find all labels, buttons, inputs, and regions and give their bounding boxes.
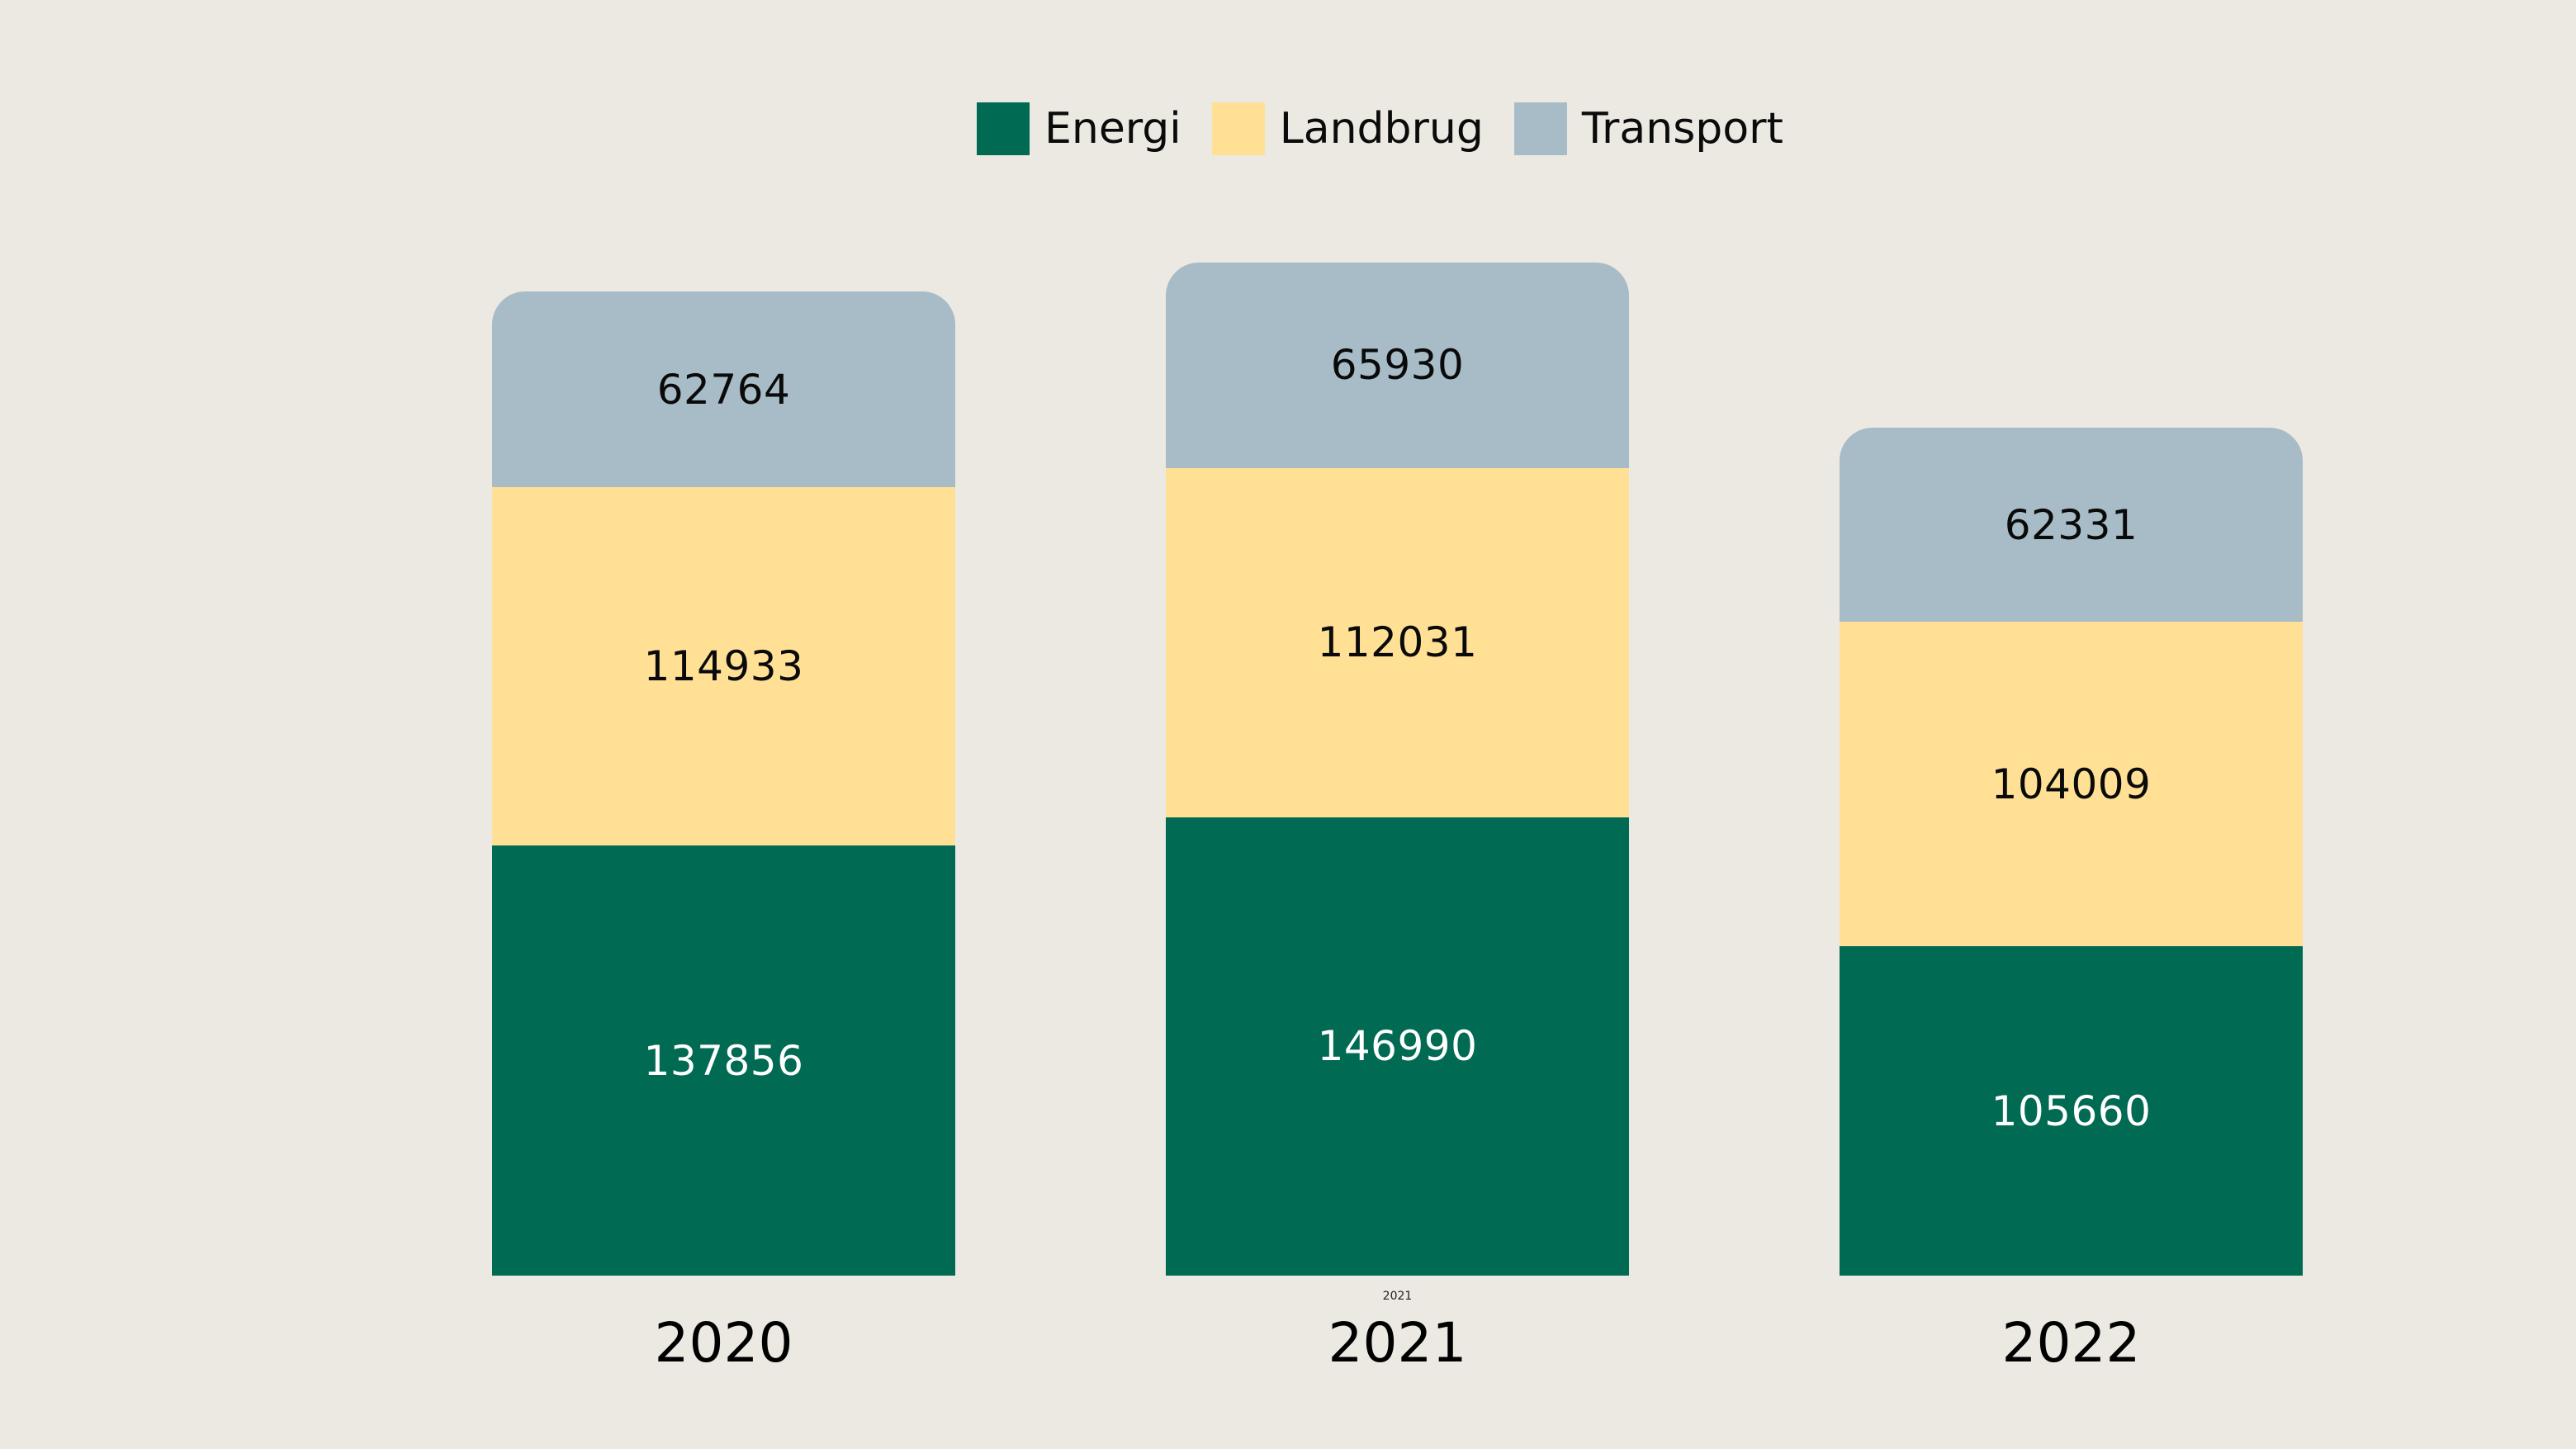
segment-transport-2020: 62764 xyxy=(492,291,955,488)
segment-energi-2021: 146990 xyxy=(1166,817,1629,1276)
segment-landbrug-2020: 114933 xyxy=(492,487,955,846)
legend-item-transport: Transport xyxy=(1513,102,1783,155)
value-label-transport-2021: 65930 xyxy=(1330,341,1465,390)
value-label-landbrug-2020: 114933 xyxy=(643,642,804,691)
segment-landbrug-2022: 104009 xyxy=(1840,622,2303,947)
x-axis-label-2021: 2021 xyxy=(1328,1311,1467,1375)
value-label-energi-2022: 105660 xyxy=(1991,1087,2152,1135)
segment-transport-2022: 62331 xyxy=(1840,427,2303,623)
segment-transport-2021: 65930 xyxy=(1166,262,1629,468)
bar-2020: 62764 114933 137856 xyxy=(492,291,955,1276)
mini-year-label: 2021 xyxy=(1382,1290,1413,1303)
value-label-transport-2020: 62764 xyxy=(656,365,791,414)
segment-landbrug-2021: 112031 xyxy=(1166,467,1629,817)
legend-item-landbrug: Landbrug xyxy=(1211,102,1484,155)
value-label-transport-2022: 62331 xyxy=(2004,500,2138,549)
bar-2022: 62331 104009 105660 xyxy=(1840,427,2303,1276)
legend-item-energi: Energi xyxy=(977,102,1181,155)
legend-swatch-energi xyxy=(977,102,1030,155)
x-axis-label-2022: 2022 xyxy=(2001,1311,2141,1375)
legend-label: Transport xyxy=(1581,104,1783,154)
legend-label: Energi xyxy=(1044,104,1181,154)
value-label-energi-2020: 137856 xyxy=(643,1036,804,1085)
legend-swatch-landbrug xyxy=(1211,102,1265,155)
legend-swatch-transport xyxy=(1513,102,1567,155)
segment-energi-2022: 105660 xyxy=(1840,946,2303,1276)
value-label-energi-2021: 146990 xyxy=(1317,1022,1478,1071)
value-label-landbrug-2022: 104009 xyxy=(1991,760,2152,808)
bar-2021: 65930 112031 146990 xyxy=(1166,262,1629,1276)
value-label-landbrug-2021: 112031 xyxy=(1317,618,1478,667)
x-axis-label-2020: 2020 xyxy=(654,1311,793,1375)
legend-label: Landbrug xyxy=(1279,104,1484,154)
legend: Energi Landbrug Transport xyxy=(977,102,1783,155)
segment-energi-2020: 137856 xyxy=(492,845,955,1276)
